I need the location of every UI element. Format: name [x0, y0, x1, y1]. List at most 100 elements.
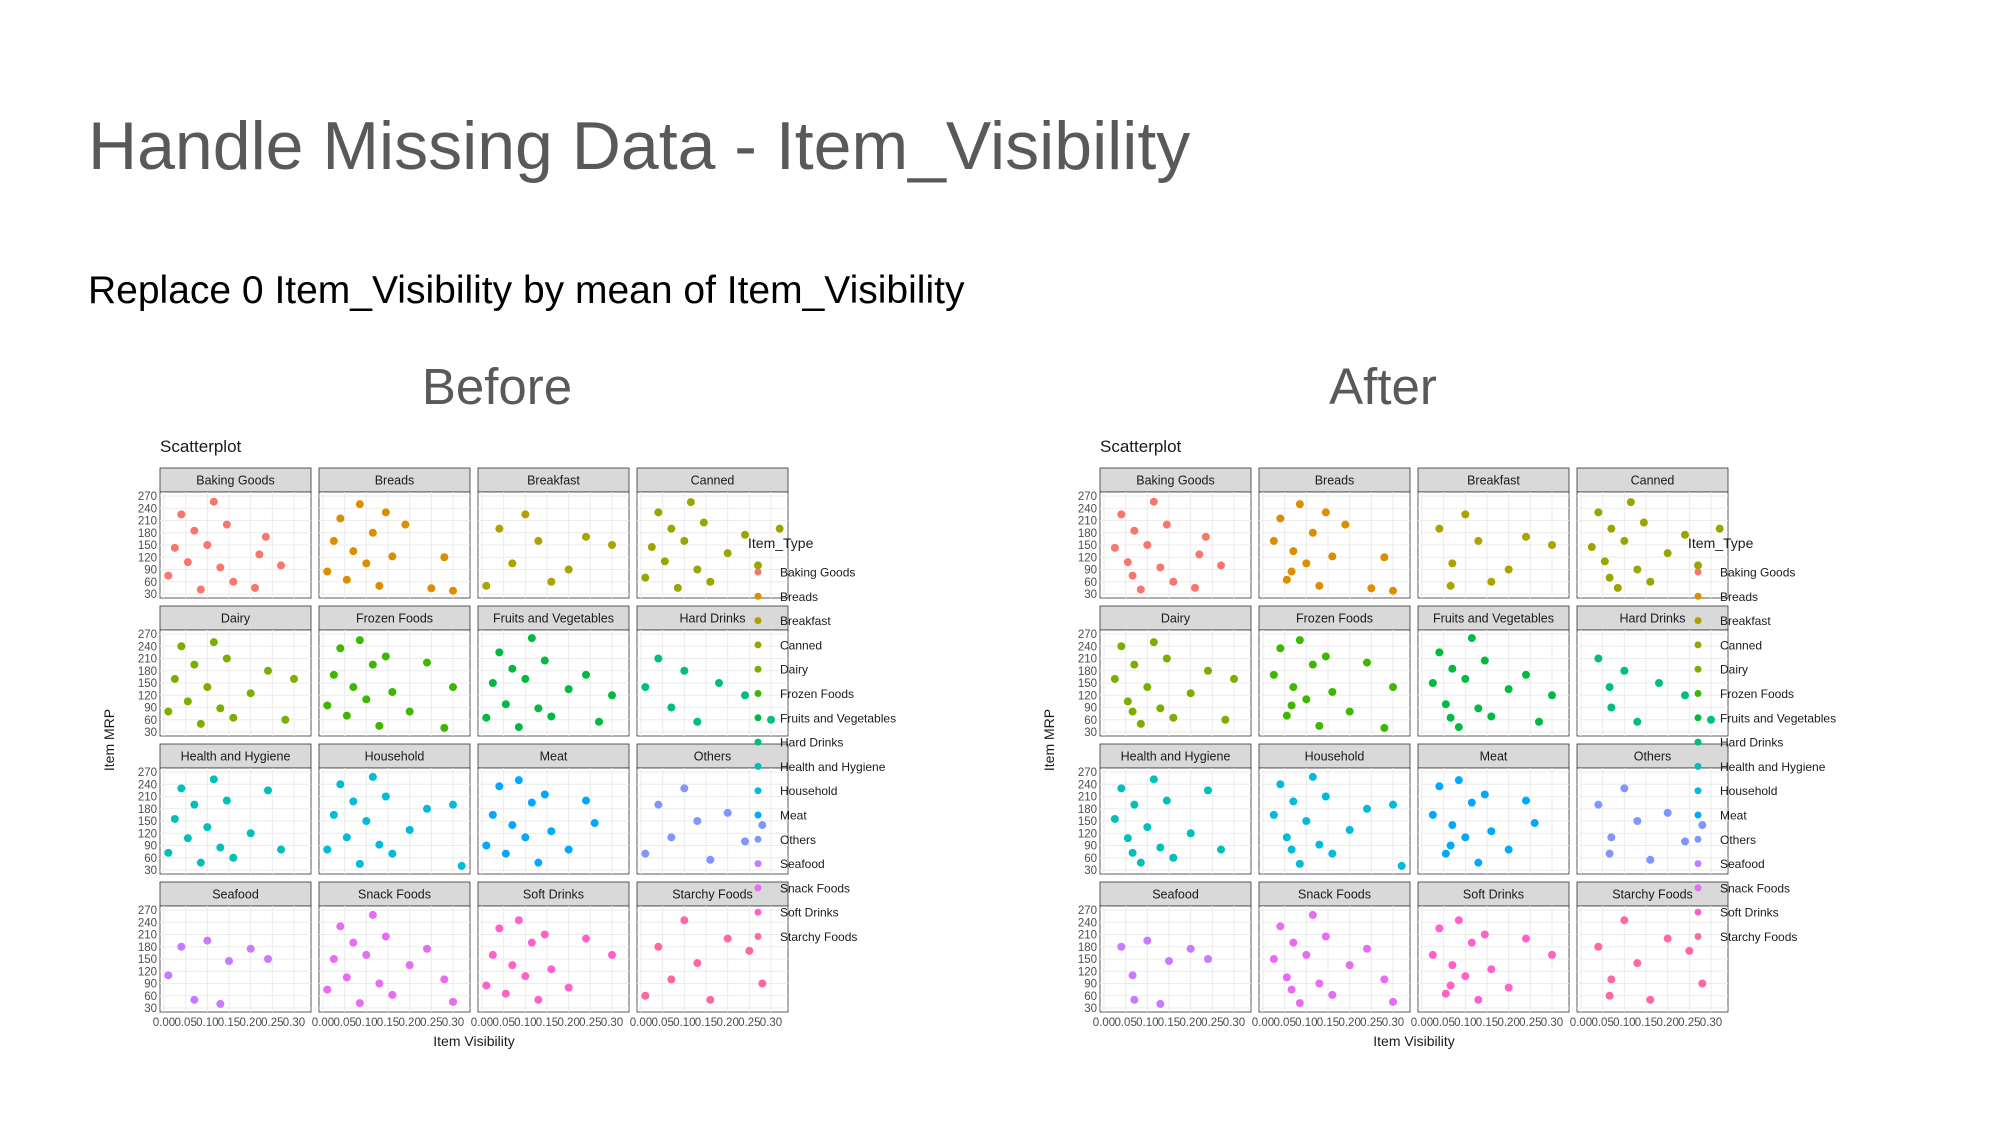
data-point	[1287, 985, 1296, 994]
legend-swatch	[754, 762, 762, 770]
facet-strip	[1258, 743, 1411, 769]
y-tick-label: 270	[138, 767, 157, 779]
data-point	[1162, 654, 1171, 663]
y-tick-label: 180	[138, 942, 157, 954]
facet-label: Snack Foods	[1298, 888, 1371, 902]
legend-label: Breakfast	[780, 614, 831, 628]
y-tick-label: 210	[138, 930, 157, 942]
y-axis-title: Item MRP	[101, 709, 117, 771]
x-tick-label: 0.30	[1700, 1017, 1722, 1029]
data-point	[229, 853, 238, 862]
data-point	[1315, 840, 1324, 849]
data-point	[355, 500, 364, 509]
data-point	[216, 704, 225, 713]
y-tick-label: 270	[138, 629, 157, 641]
facet-label: Others	[694, 750, 732, 764]
y-tick-label: 240	[1078, 779, 1097, 791]
legend-item: Meat	[1694, 809, 1747, 823]
data-point	[699, 518, 708, 527]
legend-title: Item_Type	[748, 535, 814, 551]
data-point	[222, 796, 231, 805]
legend-item: Soft Drinks	[1694, 906, 1779, 920]
legend-item: Household	[1694, 784, 1777, 798]
data-point	[1467, 938, 1476, 947]
data-point	[1186, 944, 1195, 953]
x-tick-label: 0.05	[651, 1017, 673, 1029]
data-point	[1289, 797, 1298, 806]
data-point	[1535, 717, 1543, 726]
legend-label: Baking Goods	[1720, 566, 1795, 580]
facet-strip	[1258, 467, 1411, 493]
data-point	[1308, 528, 1317, 537]
data-point	[1474, 995, 1483, 1004]
data-point	[680, 916, 689, 925]
y-tick-label: 270	[138, 905, 157, 917]
data-point	[1169, 853, 1178, 862]
legend-swatch	[1694, 690, 1702, 697]
data-point	[1646, 995, 1655, 1004]
legend-label: Baking Goods	[780, 566, 855, 580]
x-axis-title: Item Visibility	[1373, 1033, 1454, 1049]
data-point	[1128, 848, 1137, 857]
legend-label: Frozen Foods	[780, 687, 854, 701]
data-point	[1620, 916, 1629, 925]
data-point	[582, 934, 590, 943]
data-point	[375, 979, 384, 988]
legend-item: Health and Hygiene	[1694, 760, 1826, 774]
data-point	[767, 715, 775, 724]
facet-strip	[1576, 467, 1729, 493]
data-point	[355, 999, 364, 1008]
x-tick-label: 0.10	[1613, 1017, 1635, 1029]
data-point	[196, 719, 205, 728]
data-point	[495, 924, 504, 933]
data-point	[1289, 938, 1298, 947]
facet-strip	[1417, 605, 1570, 631]
legend-label: Soft Drinks	[780, 906, 839, 920]
legend-swatch	[1694, 835, 1702, 843]
data-point	[706, 995, 715, 1004]
legend: Item_Type Baking Goods Breads Breakfast Cann…	[748, 535, 896, 944]
data-point	[1195, 550, 1204, 559]
y-tick-label: 210	[138, 792, 157, 804]
data-point	[264, 786, 272, 795]
data-point	[405, 707, 414, 716]
data-point	[355, 859, 364, 868]
data-point	[547, 712, 556, 721]
data-point	[329, 670, 338, 679]
facet-household: Household	[1258, 743, 1411, 875]
legend-swatch	[1694, 641, 1702, 649]
data-point	[1287, 845, 1296, 854]
data-point	[1341, 520, 1350, 529]
x-tick-label: 0.25	[1360, 1017, 1382, 1029]
data-point	[1487, 965, 1496, 974]
data-point	[1389, 683, 1397, 692]
y-tick-label: 210	[1078, 516, 1097, 528]
data-point	[1128, 971, 1137, 980]
data-point	[723, 808, 732, 817]
data-point	[1363, 658, 1371, 667]
data-point	[514, 916, 523, 925]
facet-strip	[477, 467, 630, 493]
data-point	[342, 575, 351, 584]
facet-strip	[318, 881, 471, 907]
facet-label: Breads	[1315, 474, 1355, 488]
data-point	[329, 955, 338, 963]
data-point	[1480, 930, 1489, 939]
legend-label: Hard Drinks	[780, 736, 843, 750]
data-point	[1302, 950, 1311, 959]
data-point	[1605, 683, 1614, 692]
data-point	[482, 713, 491, 722]
y-tick-label: 120	[1078, 552, 1097, 564]
data-point	[1633, 959, 1642, 968]
data-point	[423, 944, 431, 953]
legend-item: Breads	[754, 590, 818, 604]
data-point	[745, 946, 754, 955]
data-point	[216, 999, 225, 1008]
facet-label: Hard Drinks	[680, 612, 746, 626]
data-point	[540, 790, 549, 799]
data-point	[608, 541, 616, 549]
facet-starchy-foods: Starchy Foods 0.00 0.05 0.10 0.15 0.20 0.25 0.3…	[630, 881, 789, 1029]
legend-swatch	[1694, 811, 1702, 819]
data-point	[673, 583, 682, 592]
